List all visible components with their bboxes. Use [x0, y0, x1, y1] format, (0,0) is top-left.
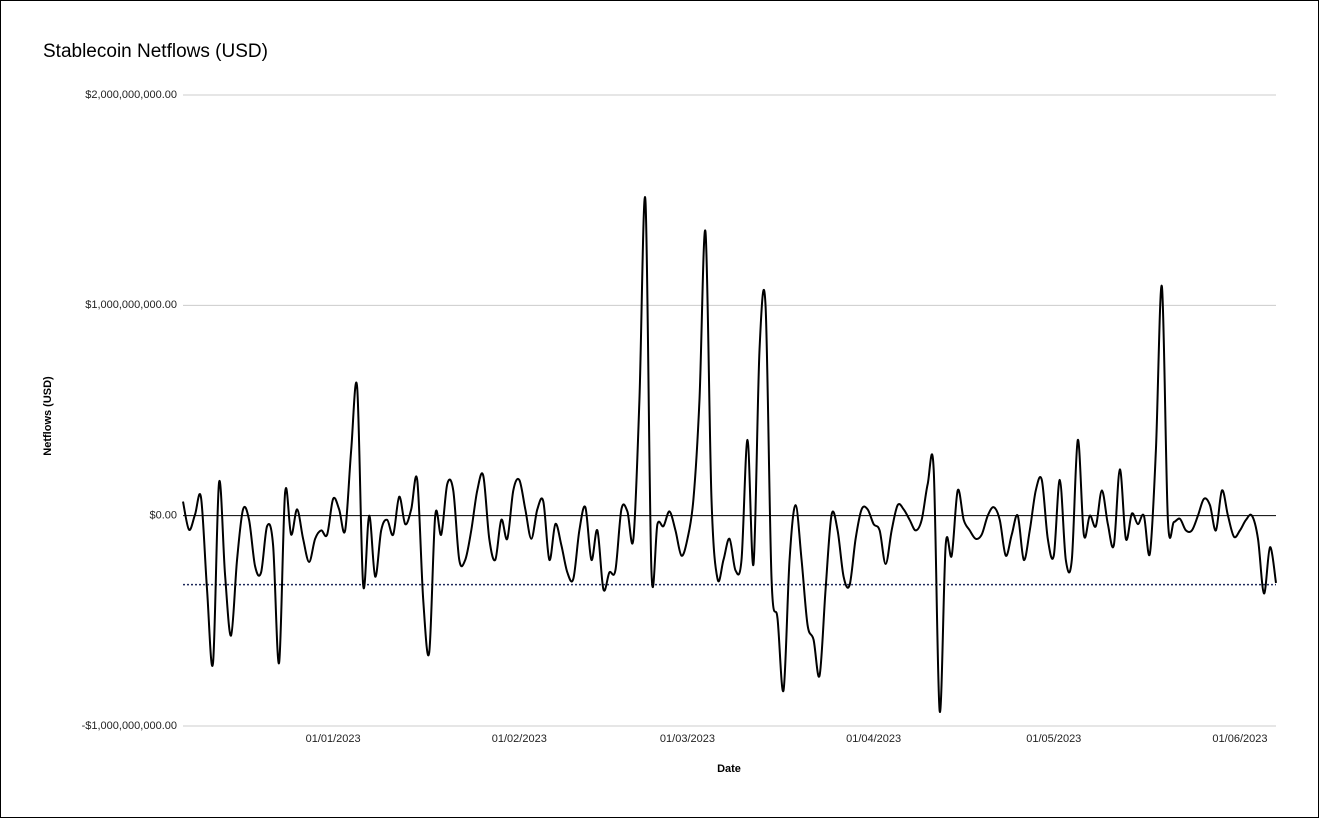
x-tick-label: 01/03/2023 — [660, 733, 715, 745]
x-tick-label: 01/05/2023 — [1026, 733, 1081, 745]
x-tick-label: 01/06/2023 — [1212, 733, 1267, 745]
y-tick-label: $0.00 — [149, 510, 177, 522]
x-tick-label: 01/01/2023 — [306, 733, 361, 745]
y-tick-label: -$1,000,000,000.00 — [82, 720, 177, 732]
data-line — [182, 196, 1277, 713]
x-axis-title: Date — [717, 763, 741, 775]
y-tick-label: $1,000,000,000.00 — [85, 299, 177, 311]
x-tick-label: 01/02/2023 — [492, 733, 547, 745]
x-tick-label: 01/04/2023 — [846, 733, 901, 745]
y-axis-title: Netflows (USD) — [42, 376, 54, 456]
y-tick-label: $2,000,000,000.00 — [85, 89, 177, 101]
chart-title: Stablecoin Netflows (USD) — [43, 41, 268, 62]
